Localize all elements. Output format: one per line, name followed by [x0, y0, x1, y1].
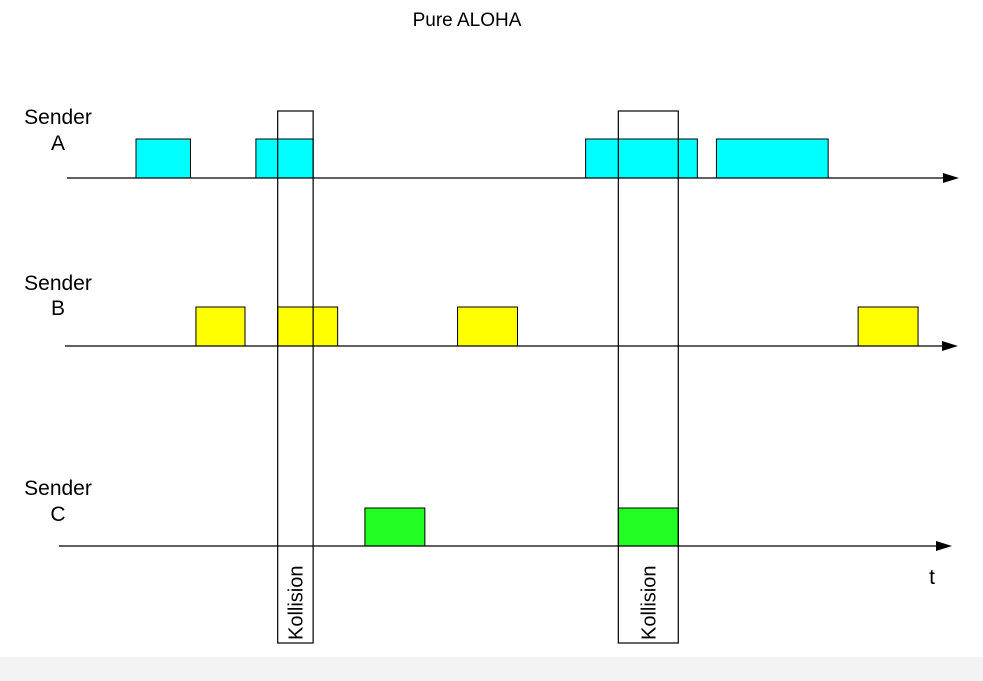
sender-b-frame-3	[457, 306, 518, 347]
frames-layer	[135, 138, 919, 547]
collision-window-2	[617, 110, 679, 644]
time-axis-b-arrow	[942, 341, 958, 351]
sender-a-frame-3	[585, 138, 698, 179]
sender-a-frame-4	[715, 138, 829, 179]
sender-b-frame-2	[277, 306, 339, 347]
collision-window-1	[277, 110, 314, 644]
sender-a-label: Sender	[24, 106, 92, 129]
sender-b-frame-4	[857, 306, 919, 347]
time-axis-a-arrow	[943, 173, 959, 183]
footer-strip	[0, 657, 983, 681]
sender-a-frame-1	[135, 138, 191, 179]
sender-c-label: Sender	[24, 477, 92, 500]
collision-layer: Kollision Kollision	[277, 110, 679, 644]
sender-c-frame-2	[617, 507, 679, 547]
collision-label-1: Kollision	[285, 566, 307, 640]
diagram-title: Pure ALOHA	[413, 10, 522, 31]
sender-a-frame-2	[255, 138, 314, 179]
sender-c-frame-1	[364, 507, 426, 547]
sender-c-letter: C	[50, 503, 65, 526]
time-axis-label: t	[929, 566, 935, 589]
sender-b-letter: B	[51, 297, 65, 320]
collision-label-2: Kollision	[638, 566, 660, 640]
sender-a-letter: A	[51, 132, 65, 155]
time-axis-c-arrow	[936, 541, 952, 551]
sender-b-label: Sender	[24, 272, 92, 295]
sender-b-frame-1	[195, 306, 246, 347]
